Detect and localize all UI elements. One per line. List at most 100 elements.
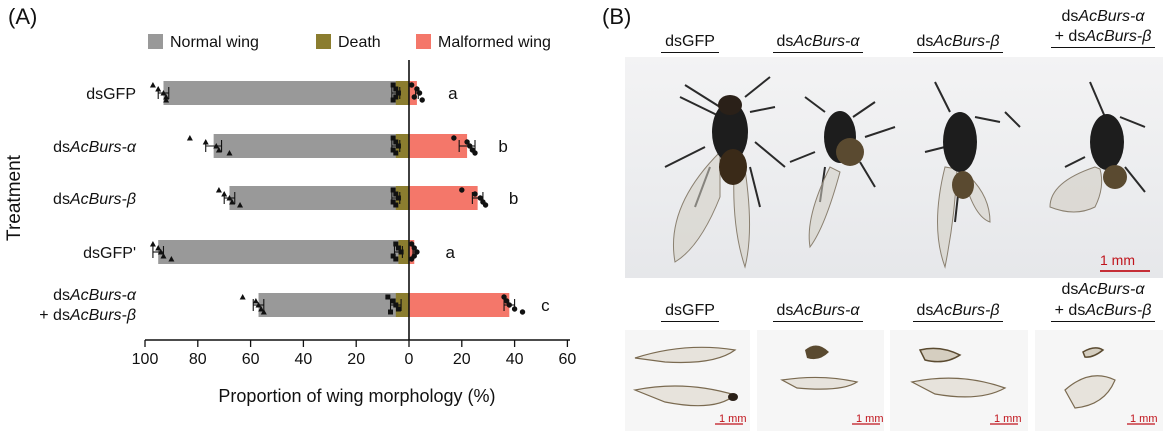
category-label-4-line2: + dsAcBurs-β: [39, 307, 136, 324]
point-malformed-4-4: [519, 309, 526, 315]
column-label-bottom-3: + dsAcBurs-β: [1043, 302, 1163, 322]
point-malformed-4-2: [506, 302, 513, 308]
column-label-bottom-3-line1: dsAcBurs-α: [1061, 281, 1145, 298]
scale-bar-small-label-4: 1 mm: [1130, 413, 1158, 425]
point-malformed-0-0: [408, 82, 415, 88]
point-death-4-0: [385, 294, 391, 300]
point-malformed-1-1: [464, 139, 470, 145]
point-normal-1-3: [215, 147, 222, 153]
point-normal-4-0: [239, 294, 246, 300]
point-normal-0-1: [155, 86, 162, 92]
bar-malformed-1: [409, 134, 468, 158]
point-malformed-2-1: [472, 191, 478, 197]
point-death-0-3: [393, 94, 399, 100]
point-malformed-0-1: [414, 86, 420, 92]
significance-letter-1: b: [498, 137, 507, 156]
point-normal-1-4: [226, 150, 233, 156]
point-death-4-1: [390, 298, 396, 304]
point-death-1-2: [395, 143, 401, 149]
significance-letter-0: a: [448, 84, 458, 103]
point-malformed-3-0: [408, 241, 415, 247]
point-normal-3-1: [155, 245, 162, 251]
point-normal-2-4: [237, 202, 244, 208]
insect-dsgfp-body: [712, 102, 748, 162]
column-label-top-3: + dsAcBurs-β: [1043, 28, 1163, 48]
scale-bar-small-label-3: 1 mm: [994, 413, 1022, 425]
point-normal-0-4: [163, 97, 170, 103]
bar-malformed-2: [409, 186, 478, 210]
scale-bar-small-label-2: 1 mm: [856, 413, 884, 425]
point-malformed-0-3: [411, 94, 417, 100]
point-malformed-2-2: [477, 195, 483, 201]
wing-photo-combo: [1035, 330, 1163, 431]
point-death-1-1: [393, 139, 399, 145]
bar-death-0: [395, 81, 409, 105]
point-death-3-3: [390, 253, 396, 259]
x-tick-label-8: 60: [559, 351, 577, 368]
column-label-top-1: dsAcBurs-α: [758, 33, 878, 53]
bar-death-3: [398, 240, 409, 264]
point-malformed-2-0: [459, 187, 465, 193]
legend-label-0: Normal wing: [170, 34, 259, 51]
bar-normal-0: [163, 81, 409, 105]
wing-photo-ds-acburs-alpha: [757, 330, 884, 431]
whole-insect-photo: [625, 57, 1163, 278]
point-death-2-1: [393, 191, 399, 197]
wing-photo-dsgfp: [625, 330, 750, 431]
legend-swatch-0: [148, 34, 163, 49]
point-malformed-4-1: [503, 298, 510, 304]
point-malformed-1-4: [472, 150, 478, 156]
x-tick-label-3: 40: [295, 351, 313, 368]
point-normal-0-0: [149, 82, 156, 88]
point-malformed-1-0: [451, 135, 457, 141]
point-malformed-4-3: [511, 306, 518, 312]
point-death-0-0: [390, 82, 396, 88]
point-malformed-1-2: [467, 143, 473, 149]
category-label-0: dsGFP: [86, 86, 136, 103]
bar-normal-2: [229, 186, 409, 210]
x-tick-label-7: 40: [506, 351, 524, 368]
point-malformed-0-4: [419, 97, 425, 103]
point-death-1-3: [390, 147, 396, 153]
bar-malformed-3: [409, 240, 415, 264]
point-normal-0-2: [160, 90, 167, 96]
point-death-3-4: [393, 256, 399, 262]
point-normal-3-2: [157, 249, 164, 255]
point-normal-1-0: [186, 135, 193, 141]
point-normal-1-1: [202, 139, 209, 145]
bar-normal-3: [158, 240, 409, 264]
x-tick-label-6: 20: [453, 351, 471, 368]
x-axis-title: Proportion of wing morphology (%): [218, 386, 495, 406]
column-label-bottom-2: dsAcBurs-β: [898, 302, 1018, 322]
point-normal-4-3: [258, 306, 265, 312]
bar-death-1: [395, 134, 409, 158]
bar-malformed-4: [409, 293, 510, 317]
point-normal-3-4: [168, 256, 175, 262]
column-label-bottom-1: dsAcBurs-α: [758, 302, 878, 322]
point-death-4-4: [388, 309, 394, 315]
panel-b-label: (B): [602, 4, 632, 29]
point-death-4-2: [393, 302, 399, 308]
x-tick-label-5: 0: [405, 351, 414, 368]
point-normal-4-4: [260, 309, 267, 315]
point-normal-2-1: [221, 191, 228, 197]
point-death-3-0: [393, 241, 399, 247]
bar-normal-4: [258, 293, 409, 317]
wing-morphology-chart: Normal wing Death Malformed wing 100 80 60 40…: [4, 34, 577, 406]
point-death-0-4: [390, 97, 396, 103]
point-malformed-3-1: [411, 245, 417, 251]
panel-b: (B) dsGFP dsAcBurs-α dsAcBurs-β dsAcBurs-α +…: [600, 0, 1167, 435]
point-malformed-4-0: [501, 294, 507, 300]
point-malformed-3-2: [414, 249, 420, 255]
significance-letter-3: a: [446, 243, 456, 262]
point-death-0-2: [395, 90, 401, 96]
bar-malformed-0: [409, 81, 417, 105]
wing-photo-ds-acburs-beta: [890, 330, 1028, 431]
point-death-2-2: [395, 195, 401, 201]
bar-death-2: [395, 186, 409, 210]
point-malformed-2-4: [482, 202, 489, 208]
point-normal-4-2: [255, 302, 262, 308]
point-normal-0-3: [163, 94, 170, 100]
point-normal-2-3: [229, 199, 236, 205]
scale-bar-small-label-1: 1 mm: [719, 413, 747, 425]
